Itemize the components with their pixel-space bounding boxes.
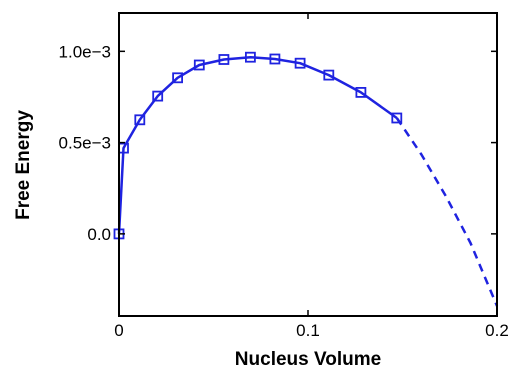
data-point-marker	[218, 54, 230, 65]
x-tick-label: 0.2	[485, 321, 509, 340]
x-tick-label: 0	[114, 321, 123, 340]
series-line-dashed	[395, 117, 499, 307]
data-point-marker	[269, 53, 281, 65]
data-point-marker	[152, 90, 164, 102]
data-point-marker	[193, 59, 205, 71]
x-axis-title: Nucleus Volume	[235, 349, 381, 370]
y-tick-label: 0.5e−3	[59, 134, 111, 153]
data-point-marker	[172, 72, 184, 84]
plot-lines	[117, 55, 499, 307]
y-tick-label: 1.0e−3	[59, 42, 111, 61]
plot-background	[119, 13, 497, 316]
x-tick-label: 0.1	[296, 321, 320, 340]
plot-markers	[113, 51, 403, 240]
data-point-marker	[134, 114, 146, 126]
y-axis-title: Free Energy	[13, 110, 34, 220]
data-point-marker	[355, 87, 367, 98]
x-axis-ticks: 0 0.1 0.2	[114, 13, 509, 340]
data-point-marker	[294, 57, 306, 69]
data-point-marker	[323, 69, 335, 81]
data-point-marker	[244, 51, 256, 63]
y-tick-label: 0.0	[87, 225, 111, 244]
series-line-solid	[117, 55, 398, 234]
data-point-marker	[391, 112, 403, 124]
y-axis-ticks: 0.0 0.5e−3 1.0e−3	[59, 42, 497, 244]
